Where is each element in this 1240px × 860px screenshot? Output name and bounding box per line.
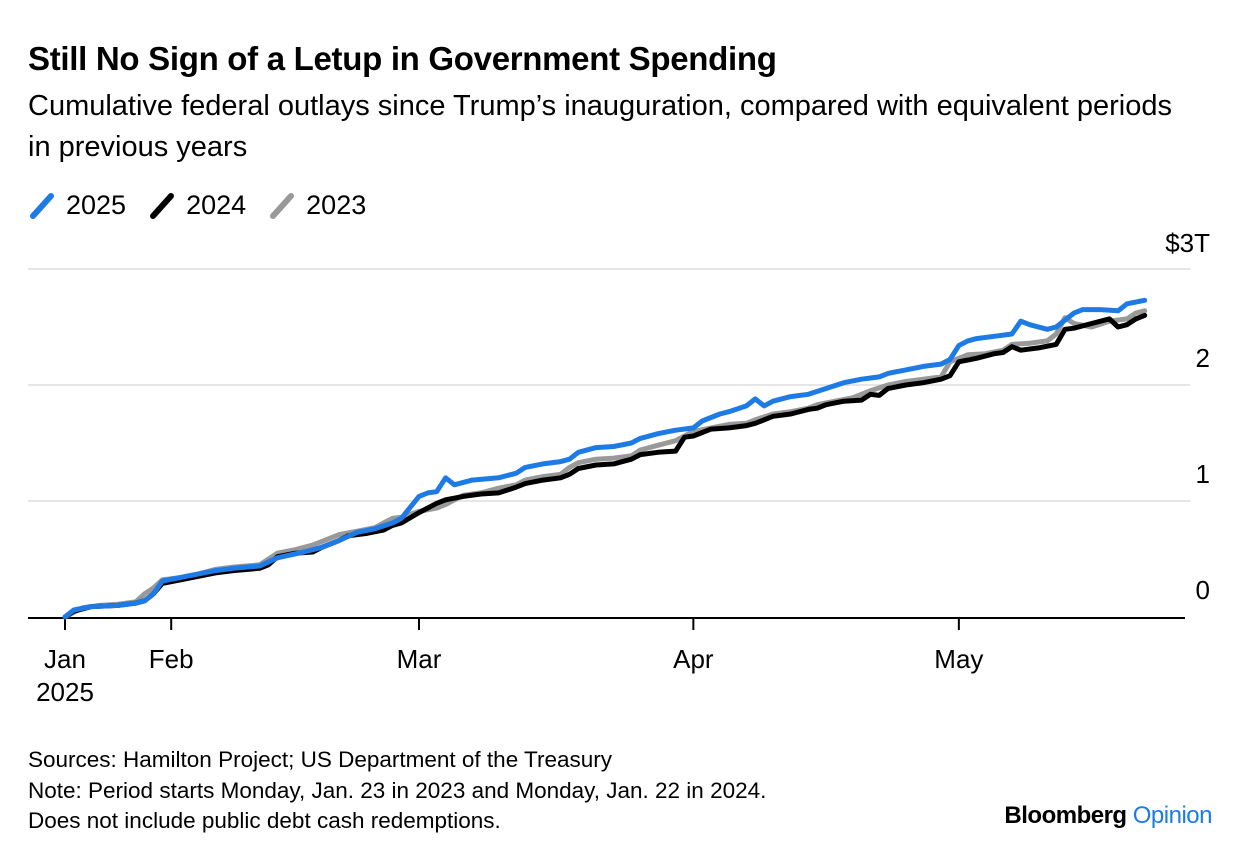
bloomberg-opinion-logo: Bloomberg Opinion (1004, 802, 1212, 830)
legend-item-2025: 2025 (28, 190, 126, 221)
legend-swatch-2025-icon (30, 192, 54, 219)
legend: 2025 2024 2023 (28, 190, 366, 221)
legend-label-2024: 2024 (186, 190, 247, 220)
x-tick-label-mar: Mar (397, 644, 442, 674)
note-line-1: Note: Period starts Monday, Jan. 23 in 2… (28, 777, 767, 803)
legend-swatch-2024-icon (150, 192, 175, 219)
grid (28, 268, 1190, 502)
y-tick-label-0: 0 (1196, 575, 1210, 605)
series-lines (62, 297, 1148, 620)
brand-section: Opinion (1132, 802, 1213, 829)
legend-label-2023: 2023 (306, 190, 367, 220)
footer-notes: Sources: Hamilton Project; US Department… (28, 745, 766, 837)
legend-swatch-2023-icon (270, 192, 295, 219)
legend-label-2025: 2025 (66, 190, 127, 220)
y-axis-labels: 0 1 2 $3T (1165, 228, 1210, 605)
legend-item-2023: 2023 (268, 190, 366, 221)
series-line-2024 (62, 312, 1148, 620)
chart-title: Still No Sign of a Letup in Government S… (28, 40, 777, 77)
x-tick-sublabel-year: 2025 (36, 677, 94, 707)
legend-item-2024: 2024 (148, 190, 246, 221)
source-note: Sources: Hamilton Project; US Department… (28, 747, 612, 772)
x-tick-label-feb: Feb (149, 644, 194, 674)
y-tick-label-3: $3T (1165, 228, 1210, 258)
note-line-2: Does not include public debt cash redemp… (28, 808, 501, 833)
x-tick-label-jan: Jan (44, 644, 86, 674)
chart-subtitle: Cumulative federal outlays since Trump’s… (28, 90, 1172, 163)
series-line-2025 (62, 297, 1148, 620)
brand-name: Bloomberg (1004, 802, 1127, 829)
y-tick-label-2: 2 (1196, 343, 1210, 373)
y-tick-label-1: 1 (1196, 459, 1210, 489)
x-tick-label-may: May (934, 644, 983, 674)
x-tick-label-apr: Apr (673, 644, 714, 674)
